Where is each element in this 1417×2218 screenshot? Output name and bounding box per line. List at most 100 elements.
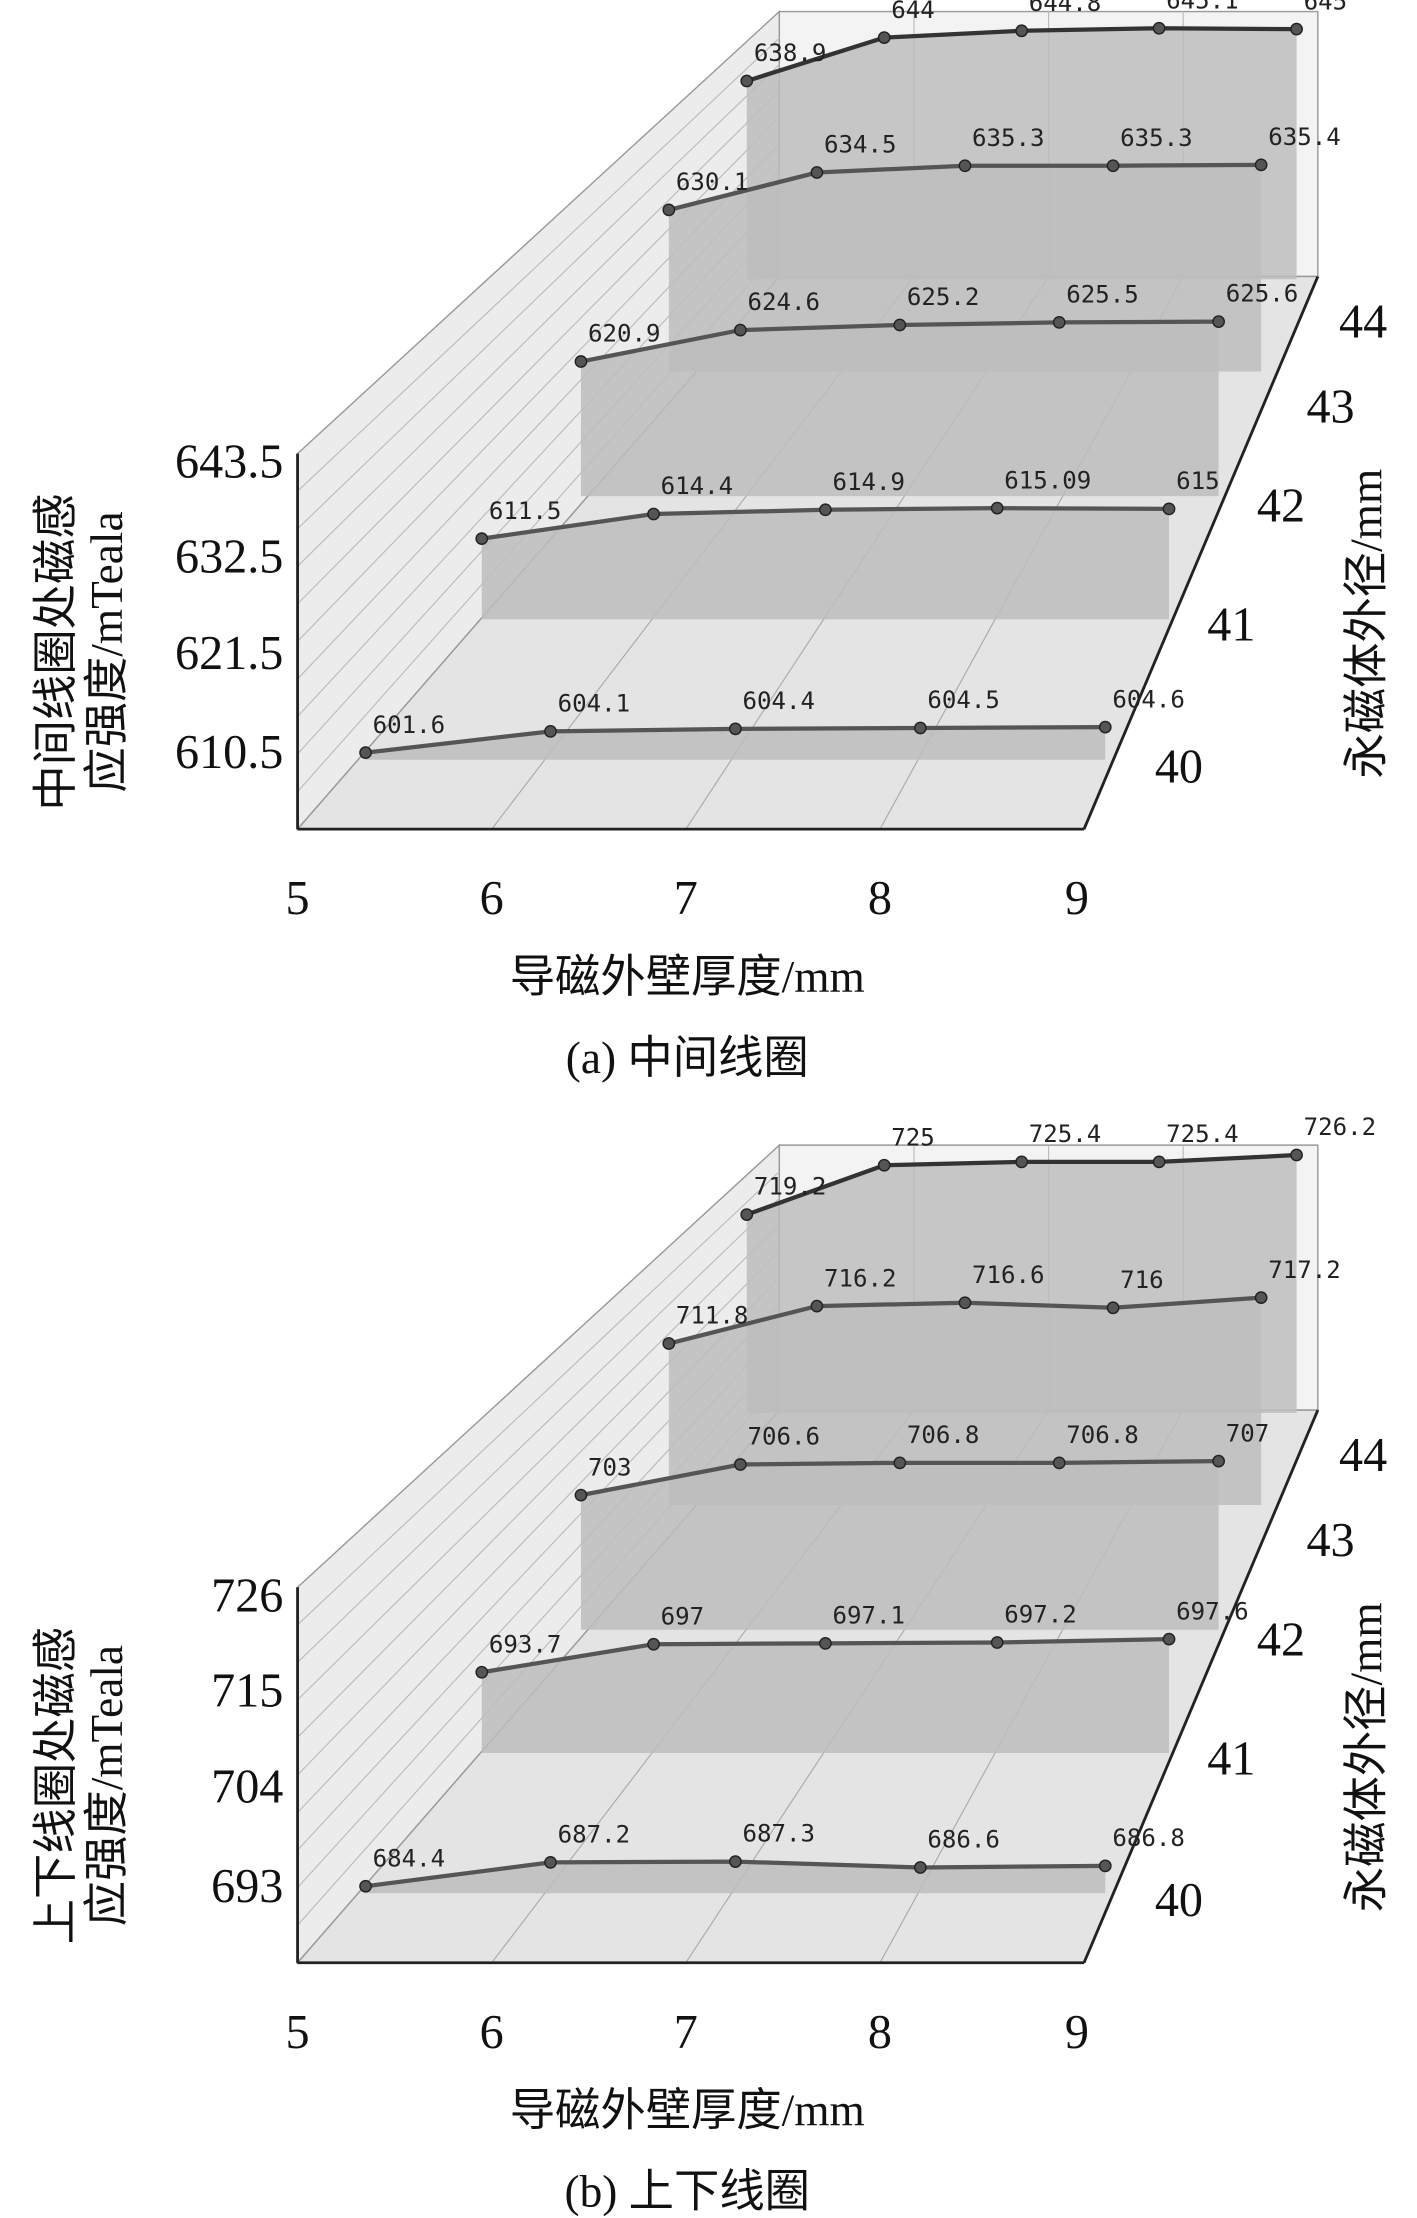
data-label: 687.2 — [558, 1821, 630, 1849]
data-label: 716.6 — [972, 1261, 1044, 1289]
grid-line — [297, 117, 780, 605]
series-band-42 — [580, 1461, 1219, 1630]
series-band-43 — [668, 164, 1262, 372]
data-point-41-2 — [819, 503, 832, 517]
data-point-44-4 — [1290, 22, 1303, 36]
y-axis-label: 中间线圈处磁感 — [31, 493, 81, 810]
x-tick-label: 7 — [674, 872, 698, 925]
data-label: 697.1 — [832, 1602, 904, 1630]
data-label: 725.4 — [1029, 1120, 1101, 1148]
data-point-42-4 — [1212, 1454, 1225, 1468]
data-label: 706.6 — [747, 1423, 819, 1451]
data-label: 604.6 — [1112, 685, 1184, 713]
data-point-41-3 — [990, 501, 1004, 515]
data-point-43-3 — [1106, 1301, 1120, 1315]
data-point-40-1 — [544, 1856, 557, 1869]
data-point-43-4 — [1254, 158, 1268, 172]
data-point-42-3 — [1052, 316, 1066, 329]
data-label: 716.2 — [824, 1264, 896, 1292]
z-axis — [1082, 275, 1320, 830]
y-tick-label: 704 — [211, 1761, 283, 1814]
data-point-43-2 — [958, 1296, 972, 1310]
grid-line — [297, 1197, 780, 1663]
data-label: 645 — [1304, 0, 1348, 15]
y-tick-label: 621.5 — [175, 627, 283, 680]
y-tick-label: 632.5 — [175, 531, 283, 584]
data-point-40-3 — [913, 721, 927, 735]
data-label: 630.1 — [676, 168, 748, 196]
data-point-43-0 — [662, 203, 676, 217]
y-axis-label: 上下线圈处磁感 — [31, 1627, 81, 1944]
grid-line — [297, 90, 780, 567]
data-label: 726.2 — [1304, 1113, 1376, 1141]
y-axis-label: 应强度/mTeala — [82, 511, 132, 792]
data-point-43-2 — [958, 159, 972, 173]
data-point-44-0 — [740, 74, 754, 88]
data-label: 638.9 — [754, 39, 826, 67]
data-point-40-1 — [544, 724, 557, 738]
data-label: 706.8 — [1066, 1421, 1138, 1449]
data-point-40-2 — [729, 1855, 742, 1868]
data-point-43-0 — [662, 1337, 676, 1350]
y-tick-label: 693 — [211, 1860, 283, 1913]
data-label: 717.2 — [1268, 1256, 1340, 1284]
data-label: 635.3 — [972, 124, 1044, 152]
data-label: 697.2 — [1004, 1601, 1076, 1629]
data-label: 725.4 — [1166, 1120, 1238, 1148]
z-tick-label: 43 — [1306, 380, 1354, 433]
data-label: 625.2 — [907, 283, 979, 311]
data-point-41-3 — [990, 1636, 1004, 1649]
data-label: 615 — [1176, 467, 1220, 495]
data-label: 686.8 — [1112, 1824, 1184, 1852]
data-label: 686.6 — [927, 1826, 999, 1854]
grid-line — [297, 1171, 780, 1626]
data-point-42-2 — [893, 318, 907, 332]
data-label: 703 — [588, 1453, 632, 1481]
data-label: 706.8 — [907, 1421, 979, 1449]
data-label: 644 — [891, 0, 935, 24]
data-label: 635.3 — [1120, 124, 1192, 152]
data-point-44-4 — [1290, 1148, 1303, 1162]
data-point-40-0 — [359, 1879, 372, 1893]
data-label: 634.5 — [824, 131, 896, 159]
z-tick-label: 41 — [1207, 599, 1255, 652]
z-tick-label: 40 — [1155, 740, 1203, 793]
data-point-40-2 — [729, 722, 742, 736]
data-label: 625.6 — [1226, 280, 1298, 308]
series-band-42 — [580, 321, 1219, 497]
data-point-44-1 — [877, 1158, 891, 1172]
x-tick-label: 5 — [286, 872, 310, 925]
x-tick-label: 6 — [480, 872, 504, 925]
z-tick-label: 42 — [1257, 480, 1305, 533]
data-label: 615.09 — [1004, 466, 1091, 494]
data-label: 620.9 — [588, 320, 660, 348]
data-label: 604.1 — [558, 690, 630, 718]
z-tick-label: 44 — [1339, 295, 1387, 348]
x-tick-label: 6 — [480, 2006, 504, 2059]
x-tick-label: 9 — [1065, 872, 1089, 925]
data-point-42-0 — [574, 1488, 588, 1502]
data-point-40-0 — [359, 746, 372, 760]
data-point-43-4 — [1254, 1291, 1268, 1304]
data-label: 604.4 — [743, 687, 815, 715]
data-label: 635.4 — [1268, 123, 1340, 151]
data-point-44-2 — [1015, 1155, 1029, 1169]
data-point-43-3 — [1106, 159, 1120, 173]
data-point-42-4 — [1212, 315, 1225, 328]
data-label: 611.5 — [489, 497, 561, 525]
data-point-41-2 — [819, 1636, 832, 1650]
z-axis — [1082, 1409, 1320, 1964]
data-label: 601.6 — [373, 711, 445, 739]
y-tick-label: 643.5 — [175, 436, 283, 489]
data-point-43-1 — [810, 1299, 824, 1313]
z-axis-label: 永磁体外径/mm — [1342, 469, 1392, 779]
grid-line — [297, 1250, 780, 1738]
grid-line — [297, 37, 780, 492]
data-label: 644.8 — [1029, 0, 1101, 17]
data-point-42-3 — [1052, 1456, 1066, 1470]
data-label: 645.1 — [1166, 0, 1238, 14]
y-axis-label: 应强度/mTeala — [82, 1645, 132, 1926]
data-point-42-1 — [734, 323, 747, 337]
